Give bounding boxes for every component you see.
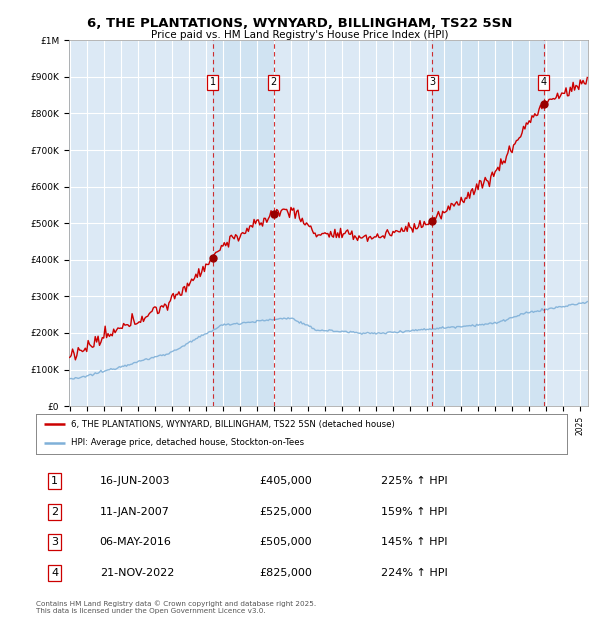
Text: 4: 4 (541, 78, 547, 87)
Text: £825,000: £825,000 (259, 568, 312, 578)
Text: 159% ↑ HPI: 159% ↑ HPI (381, 507, 448, 517)
Text: 2: 2 (51, 507, 58, 517)
Text: 1: 1 (51, 476, 58, 486)
Text: £405,000: £405,000 (259, 476, 312, 486)
Text: 11-JAN-2007: 11-JAN-2007 (100, 507, 170, 517)
Text: 225% ↑ HPI: 225% ↑ HPI (381, 476, 448, 486)
Text: HPI: Average price, detached house, Stockton-on-Tees: HPI: Average price, detached house, Stoc… (71, 438, 304, 448)
Text: Price paid vs. HM Land Registry's House Price Index (HPI): Price paid vs. HM Land Registry's House … (151, 30, 449, 40)
Bar (213, 40, 274, 406)
Text: 06-MAY-2016: 06-MAY-2016 (100, 537, 172, 547)
Text: 6, THE PLANTATIONS, WYNYARD, BILLINGHAM, TS22 5SN (detached house): 6, THE PLANTATIONS, WYNYARD, BILLINGHAM,… (71, 420, 394, 429)
Text: 145% ↑ HPI: 145% ↑ HPI (381, 537, 448, 547)
Text: 2: 2 (271, 78, 277, 87)
Text: 3: 3 (429, 78, 436, 87)
Text: 21-NOV-2022: 21-NOV-2022 (100, 568, 174, 578)
Text: £525,000: £525,000 (259, 507, 312, 517)
Text: £505,000: £505,000 (259, 537, 311, 547)
Bar (433, 40, 544, 406)
Text: 1: 1 (210, 78, 216, 87)
Text: 3: 3 (51, 537, 58, 547)
Text: 224% ↑ HPI: 224% ↑ HPI (381, 568, 448, 578)
Text: 4: 4 (51, 568, 58, 578)
Text: 6, THE PLANTATIONS, WYNYARD, BILLINGHAM, TS22 5SN: 6, THE PLANTATIONS, WYNYARD, BILLINGHAM,… (88, 17, 512, 30)
Text: 16-JUN-2003: 16-JUN-2003 (100, 476, 170, 486)
Text: Contains HM Land Registry data © Crown copyright and database right 2025.
This d: Contains HM Land Registry data © Crown c… (36, 600, 316, 614)
